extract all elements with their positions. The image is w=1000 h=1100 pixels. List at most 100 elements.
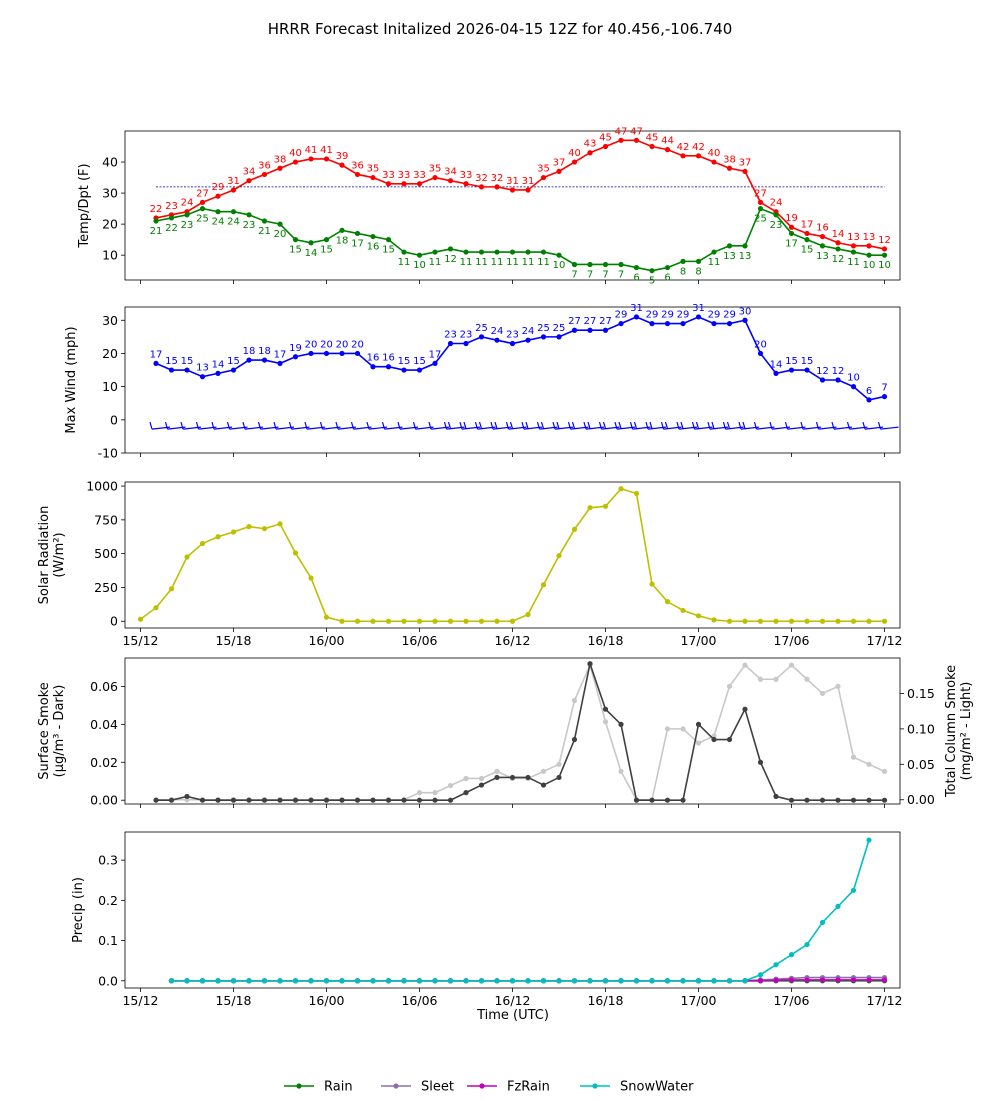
temperature-data-label: 40 — [568, 148, 581, 159]
dewpoint-point — [478, 249, 485, 255]
fzrain-point — [881, 977, 888, 983]
snowwater-point — [711, 978, 717, 984]
temperature-data-label: 39 — [336, 151, 349, 162]
dewpoint-data-label: 15 — [382, 245, 395, 256]
dewpoint-point — [835, 246, 841, 252]
dewpoint-point — [509, 249, 516, 255]
total-column-smoke-point — [664, 726, 671, 732]
max-wind-data-label: 16 — [367, 353, 380, 364]
solar-radiation-point — [866, 618, 872, 624]
dewpoint-point — [401, 249, 407, 255]
x-tick-label: 15/12 — [122, 993, 158, 1008]
snowwater-point — [370, 978, 376, 984]
max-wind-data-label: 12 — [832, 366, 845, 377]
temperature-data-label: 29 — [212, 182, 225, 193]
dewpoint-data-label: 7 — [571, 269, 577, 280]
snowwater-point — [866, 837, 872, 843]
max-wind-point — [385, 364, 392, 370]
surface-smoke-point — [540, 782, 547, 788]
temperature-point — [587, 150, 593, 156]
temperature-point — [432, 174, 438, 181]
x-tick-label: 15/18 — [215, 993, 251, 1008]
temperature-point — [726, 165, 733, 171]
dewpoint-data-label: 22 — [165, 223, 178, 234]
max-wind-data-label: 27 — [584, 316, 597, 327]
y-tick-label: 0.04 — [90, 717, 118, 732]
snowwater-point — [835, 903, 841, 909]
dewpoint-data-label: 20 — [274, 229, 287, 240]
temperature-point — [819, 233, 826, 240]
temperature-point — [633, 137, 640, 143]
dewpoint-point — [215, 209, 221, 215]
snowwater-point — [447, 978, 454, 984]
solar-radiation-point — [137, 616, 144, 622]
dewpoint-data-label: 17 — [351, 238, 364, 249]
temperature-point — [370, 174, 376, 181]
dewpoint-point — [850, 249, 857, 255]
snowwater-point — [602, 978, 609, 984]
solar-radiation-point — [230, 529, 237, 535]
surface-smoke-point — [478, 782, 485, 788]
legend-label: SnowWater — [620, 1080, 694, 1095]
temperature-point — [835, 240, 841, 246]
total-column-smoke-point — [819, 690, 826, 697]
dewpoint-point — [292, 237, 299, 243]
dewpoint-point — [819, 243, 826, 249]
surface-smoke-point — [804, 797, 810, 803]
solar-radiation-point — [695, 613, 702, 619]
temperature-data-label: 40 — [289, 148, 302, 159]
solar-radiation-point — [711, 617, 717, 623]
temperature-data-label: 31 — [522, 176, 535, 187]
surface-smoke-point — [649, 797, 655, 803]
surface-smoke-point — [199, 797, 206, 803]
dewpoint-data-label: 8 — [695, 266, 701, 277]
dewpoint-point — [695, 258, 702, 264]
max-wind-point — [742, 317, 748, 323]
x-tick-label: 16/12 — [494, 993, 530, 1008]
temperature-data-label: 37 — [553, 157, 566, 168]
x-tick-label: 16/06 — [401, 993, 437, 1008]
max-wind-data-label: 14 — [212, 359, 225, 370]
dewpoint-data-label: 15 — [289, 245, 302, 256]
dewpoint-point — [556, 252, 562, 258]
max-wind-data-label: 15 — [801, 356, 814, 367]
dewpoint-point — [416, 252, 423, 258]
temperature-point — [323, 156, 330, 162]
solar-radiation-point — [463, 618, 469, 624]
dewpoint-point — [773, 212, 779, 218]
max-wind-data-label: 15 — [227, 356, 240, 367]
temperature-data-label: 19 — [785, 213, 798, 224]
y-axis-label-right: (mg/m² - Light) — [959, 682, 974, 781]
max-wind-point — [602, 327, 609, 333]
dewpoint-data-label: 16 — [367, 242, 380, 253]
y-tick-label: 30 — [102, 186, 118, 201]
snowwater-point — [401, 978, 407, 984]
max-wind-point — [416, 367, 423, 373]
snowwater-point — [246, 978, 252, 984]
temperature-data-label: 43 — [584, 139, 597, 150]
surface-smoke-point — [168, 797, 175, 803]
temperature-point — [556, 168, 562, 174]
x-tick-label: 17/06 — [773, 633, 809, 648]
snowwater-point — [618, 978, 624, 984]
y-tick-label-right: 0.00 — [907, 792, 935, 807]
dewpoint-data-label: 10 — [878, 260, 891, 271]
surface-smoke-point — [773, 793, 779, 800]
max-wind-data-label: 25 — [475, 323, 488, 334]
surface-smoke-point — [556, 774, 562, 781]
max-wind-line — [155, 316, 885, 401]
temperature-point — [494, 184, 500, 190]
max-wind-point — [850, 384, 857, 390]
dewpoint-data-label: 10 — [863, 260, 876, 271]
dewpoint-data-label: 6 — [633, 273, 639, 284]
total-column-smoke-point — [680, 726, 686, 732]
solar-radiation-point — [571, 526, 578, 532]
dewpoint-data-label: 11 — [522, 257, 535, 268]
dewpoint-data-label: 11 — [398, 257, 411, 268]
total-column-smoke-point — [804, 676, 810, 682]
x-tick-label: 16/06 — [401, 633, 437, 648]
dewpoint-data-label: 5 — [649, 276, 655, 287]
dewpoint-data-label: 11 — [460, 257, 473, 268]
temperature-point — [478, 184, 485, 190]
